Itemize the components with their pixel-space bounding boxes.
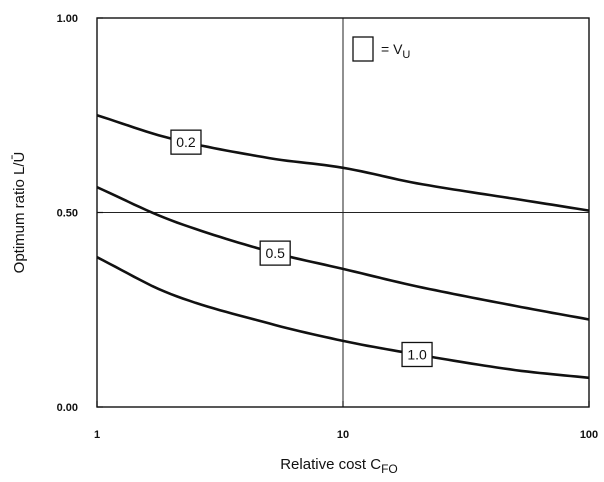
y-tick-label: 1.00 (57, 13, 78, 25)
x-axis-label-main: Relative cost C (280, 456, 381, 473)
y-tick-label: 0.50 (57, 208, 78, 220)
y-axis-label: Optimum ratio L/Ū (11, 152, 28, 274)
series-label-0.5: 0.5 (265, 245, 285, 261)
grid-lines (97, 18, 589, 407)
series-label-box-1.0 (401, 341, 433, 368)
series-line-0.5 (96, 186, 590, 321)
y-tick-label: 0.00 (57, 402, 78, 414)
x-axis-label-sub: FO (381, 462, 398, 476)
series-label-1.0: 1.0 (407, 346, 427, 362)
legend-swatch-box (352, 36, 374, 62)
chart-legend: = VU (352, 36, 410, 62)
series-labels: 0.2 0.5 1.0 (170, 129, 433, 368)
series-label-box-0.2 (170, 129, 202, 155)
legend-text-main: = V (381, 41, 403, 57)
series-line-1.0 (96, 256, 590, 380)
series-label-box-0.5 (259, 240, 291, 266)
x-tick-label: 1 (94, 429, 100, 441)
x-tick-label: 100 (580, 429, 598, 441)
x-tick-label: 10 (337, 429, 349, 441)
axis-ticks: 1 10 100 0.00 0.50 1.00 (57, 13, 599, 441)
series-label-0.2: 0.2 (176, 134, 196, 150)
x-axis-label: Relative cost CFO (280, 456, 398, 476)
legend-entry: = VU (381, 41, 410, 61)
legend-text-sub: U (402, 49, 410, 61)
